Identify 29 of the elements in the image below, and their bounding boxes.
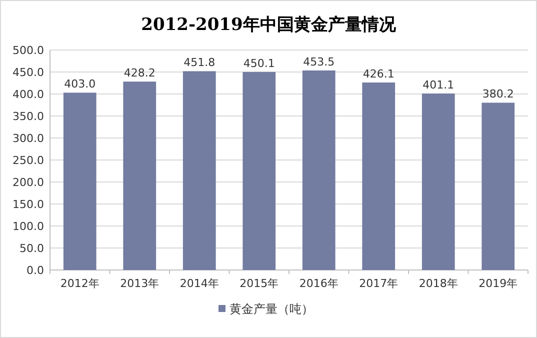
x-tick-label: 2017年 [359,277,398,290]
x-tick-label: 2018年 [418,277,458,290]
x-tick-label: 2014年 [180,277,219,290]
y-tick-label: 250.0 [12,154,44,167]
x-tick-label: 2015年 [240,277,279,290]
x-tick-label: 2013年 [120,277,160,290]
y-tick-label: 350.0 [12,110,44,123]
chart-title: 2012-2019年中国黄金产量情况 [141,15,397,35]
y-tick-label: 50.0 [20,242,44,255]
data-label: 401.1 [422,78,454,92]
y-tick-label: 400.0 [12,88,44,101]
data-label: 380.2 [482,88,514,101]
y-tick-label: 450.0 [12,66,44,79]
y-tick-label: 100.0 [12,220,44,233]
data-label: 450.1 [243,56,275,70]
y-tick-label: 150.0 [12,198,44,211]
x-tick-label: 2019年 [478,277,518,290]
x-tick-label: 2012年 [60,277,100,290]
legend-label: 黄金产量（吨） [230,302,314,316]
data-label: 426.1 [362,68,394,81]
y-tick-label: 500.0 [12,44,44,57]
data-label: 428.2 [124,66,156,80]
y-tick-label: 300.0 [12,132,44,145]
x-tick-label: 2016年 [299,277,338,290]
data-label: 403.0 [64,78,96,91]
data-label: 451.8 [184,56,216,70]
y-tick-label: 0.0 [26,264,44,277]
y-tick-label: 200.0 [12,176,44,189]
data-label: 453.5 [303,55,335,68]
